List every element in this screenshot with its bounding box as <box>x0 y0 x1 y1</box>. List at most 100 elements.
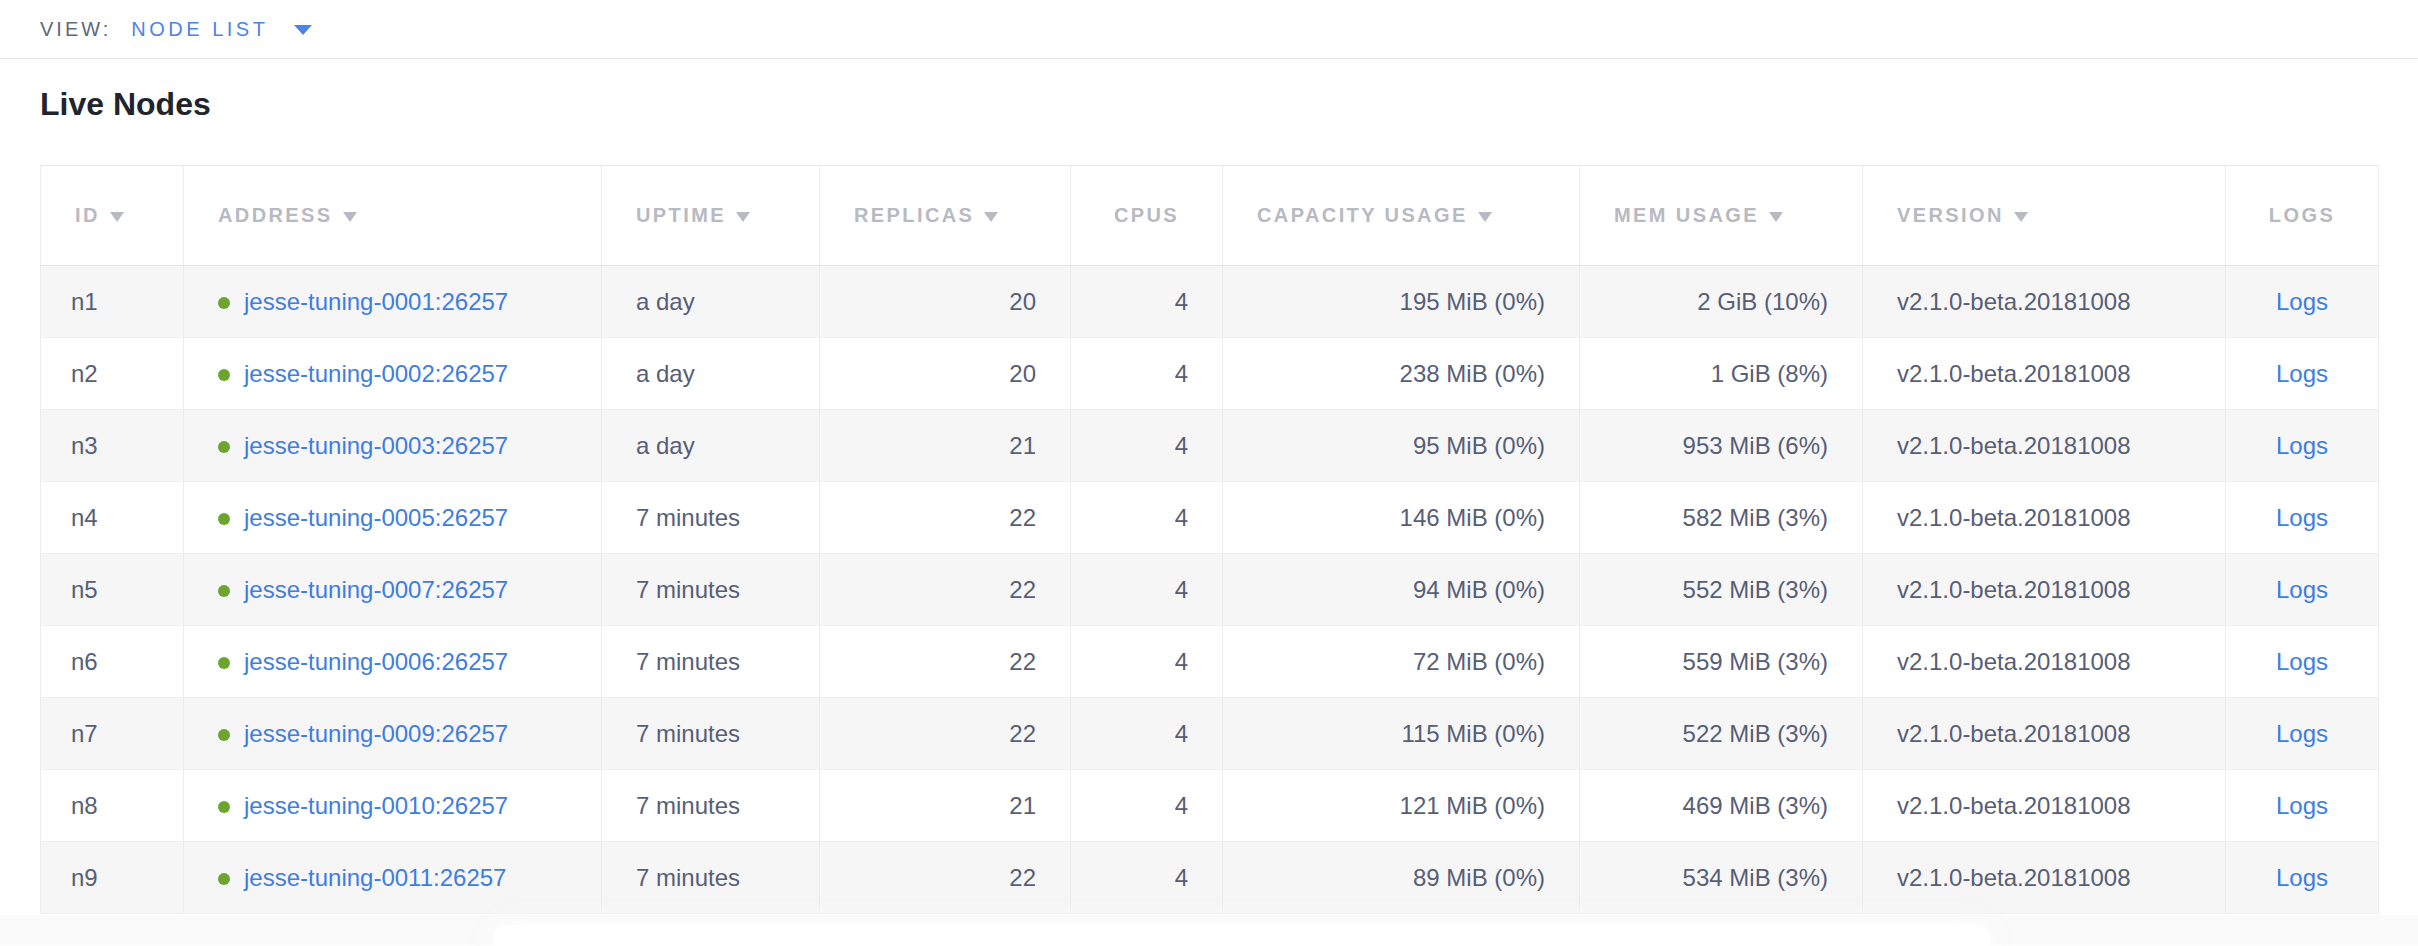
mem-usage-cell: 534 MiB (3%) <box>1580 842 1863 914</box>
node-logs-link[interactable]: Logs <box>2276 648 2328 675</box>
address-cell: jesse-tuning-0011:26257 <box>184 842 602 914</box>
header-row: IDADDRESSUPTIMEREPLICASCPUSCAPACITY USAG… <box>41 166 2379 266</box>
id-cell: n5 <box>41 554 184 626</box>
node-address-link[interactable]: jesse-tuning-0003:26257 <box>244 432 508 459</box>
node-status-icon <box>218 369 230 381</box>
column-header-mem-usage[interactable]: MEM USAGE <box>1580 166 1863 266</box>
mem-usage-cell: 552 MiB (3%) <box>1580 554 1863 626</box>
replicas-cell: 21 <box>820 410 1071 482</box>
node-logs-link[interactable]: Logs <box>2276 576 2328 603</box>
column-header-logs: LOGS <box>2226 166 2379 266</box>
version-cell: v2.1.0-beta.20181008 <box>1863 554 2226 626</box>
node-status-icon <box>218 513 230 525</box>
node-status-icon <box>218 585 230 597</box>
capacity-usage-cell: 94 MiB (0%) <box>1223 554 1580 626</box>
cpus-cell: 4 <box>1071 626 1223 698</box>
id-cell: n7 <box>41 698 184 770</box>
column-label: ID <box>75 204 100 226</box>
replicas-cell: 22 <box>820 482 1071 554</box>
node-row-n4: n4jesse-tuning-0005:262577 minutes224146… <box>41 482 2379 554</box>
version-cell: v2.1.0-beta.20181008 <box>1863 410 2226 482</box>
cpus-cell: 4 <box>1071 842 1223 914</box>
sort-desc-icon <box>110 212 124 222</box>
version-cell: v2.1.0-beta.20181008 <box>1863 770 2226 842</box>
column-label: ADDRESS <box>218 204 333 226</box>
node-status-icon <box>218 441 230 453</box>
node-address-link[interactable]: jesse-tuning-0002:26257 <box>244 360 508 387</box>
node-address-link[interactable]: jesse-tuning-0005:26257 <box>244 504 508 531</box>
node-address-link[interactable]: jesse-tuning-0007:26257 <box>244 576 508 603</box>
capacity-usage-cell: 72 MiB (0%) <box>1223 626 1580 698</box>
sort-desc-icon <box>1769 212 1783 222</box>
node-address-link[interactable]: jesse-tuning-0011:26257 <box>244 864 506 891</box>
address-cell: jesse-tuning-0006:26257 <box>184 626 602 698</box>
replicas-cell: 22 <box>820 626 1071 698</box>
uptime-cell: 7 minutes <box>602 626 820 698</box>
id-cell: n2 <box>41 338 184 410</box>
capacity-usage-cell: 146 MiB (0%) <box>1223 482 1580 554</box>
id-cell: n1 <box>41 266 184 338</box>
version-cell: v2.1.0-beta.20181008 <box>1863 698 2226 770</box>
mem-usage-cell: 582 MiB (3%) <box>1580 482 1863 554</box>
live-nodes-table: IDADDRESSUPTIMEREPLICASCPUSCAPACITY USAG… <box>40 165 2379 914</box>
page-title: Live Nodes <box>40 85 2378 123</box>
id-cell: n3 <box>41 410 184 482</box>
logs-cell: Logs <box>2226 410 2379 482</box>
chevron-down-icon <box>294 25 312 35</box>
mem-usage-cell: 1 GiB (8%) <box>1580 338 1863 410</box>
id-cell: n6 <box>41 626 184 698</box>
replicas-cell: 22 <box>820 554 1071 626</box>
node-logs-link[interactable]: Logs <box>2276 720 2328 747</box>
capacity-usage-cell: 115 MiB (0%) <box>1223 698 1580 770</box>
version-cell: v2.1.0-beta.20181008 <box>1863 338 2226 410</box>
uptime-cell: 7 minutes <box>602 770 820 842</box>
node-address-link[interactable]: jesse-tuning-0006:26257 <box>244 648 508 675</box>
node-address-link[interactable]: jesse-tuning-0009:26257 <box>244 720 508 747</box>
uptime-cell: 7 minutes <box>602 698 820 770</box>
node-logs-link[interactable]: Logs <box>2276 288 2328 315</box>
node-address-link[interactable]: jesse-tuning-0010:26257 <box>244 792 508 819</box>
node-logs-link[interactable]: Logs <box>2276 432 2328 459</box>
uptime-cell: a day <box>602 266 820 338</box>
node-logs-link[interactable]: Logs <box>2276 864 2328 891</box>
node-row-n6: n6 jesse-tuning-0006:26257 7 minutes22472 … <box>41 626 2379 698</box>
address-cell: jesse-tuning-0009:26257 <box>184 698 602 770</box>
version-cell: v2.1.0-beta.20181008 <box>1863 482 2226 554</box>
address-cell: jesse-tuning-0003:26257 <box>184 410 602 482</box>
column-header-id[interactable]: ID <box>41 166 184 266</box>
node-logs-link[interactable]: Logs <box>2276 792 2328 819</box>
live-nodes-panel: Live Nodes IDADDRESSUPTIMEREPLICASCPUSCA… <box>0 59 2418 915</box>
cpus-cell: 4 <box>1071 698 1223 770</box>
node-logs-link[interactable]: Logs <box>2276 360 2328 387</box>
node-row-n7: n7 jesse-tuning-0009:26257 7 minutes224115… <box>41 698 2379 770</box>
uptime-cell: 7 minutes <box>602 842 820 914</box>
mem-usage-cell: 559 MiB (3%) <box>1580 626 1863 698</box>
column-header-version[interactable]: VERSION <box>1863 166 2226 266</box>
node-address-link[interactable]: jesse-tuning-0001:26257 <box>244 288 508 315</box>
logs-cell: Logs <box>2226 554 2379 626</box>
next-panel-edge <box>494 925 1990 946</box>
uptime-cell: 7 minutes <box>602 554 820 626</box>
column-header-replicas[interactable]: REPLICAS <box>820 166 1071 266</box>
logs-cell: Logs <box>2226 266 2379 338</box>
column-header-uptime[interactable]: UPTIME <box>602 166 820 266</box>
view-label: VIEW: <box>40 18 111 41</box>
column-header-capacity-usage[interactable]: CAPACITY USAGE <box>1223 166 1580 266</box>
version-cell: v2.1.0-beta.20181008 <box>1863 626 2226 698</box>
uptime-cell: a day <box>602 410 820 482</box>
capacity-usage-cell: 121 MiB (0%) <box>1223 770 1580 842</box>
mem-usage-cell: 522 MiB (3%) <box>1580 698 1863 770</box>
node-status-icon <box>218 801 230 813</box>
cpus-cell: 4 <box>1071 410 1223 482</box>
node-logs-link[interactable]: Logs <box>2276 504 2328 531</box>
address-cell: jesse-tuning-0007:26257 <box>184 554 602 626</box>
replicas-cell: 22 <box>820 698 1071 770</box>
view-selector[interactable]: NODE LIST <box>131 18 312 41</box>
id-cell: n4 <box>41 482 184 554</box>
column-header-address[interactable]: ADDRESS <box>184 166 602 266</box>
view-bar: VIEW: NODE LIST <box>0 0 2418 59</box>
node-row-n9: n9jesse-tuning-0011:262577 minutes22489 … <box>41 842 2379 914</box>
node-row-n1: n1jesse-tuning-0001:26257a day204195 MiB… <box>41 266 2379 338</box>
logs-cell: Logs <box>2226 698 2379 770</box>
node-status-icon <box>218 657 230 669</box>
